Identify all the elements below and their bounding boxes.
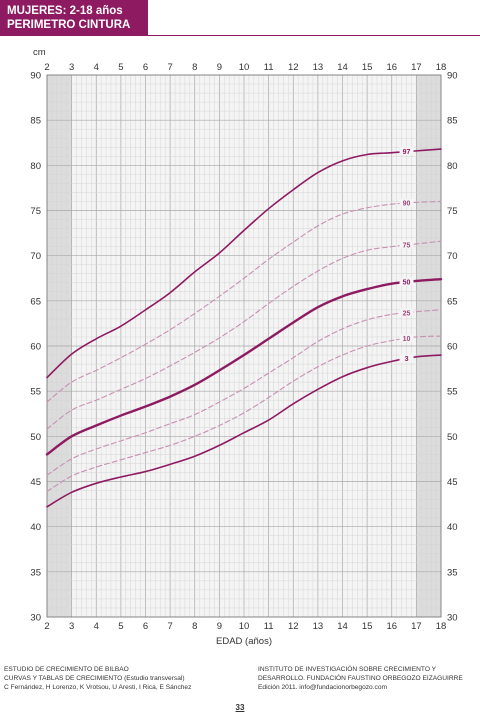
grid bbox=[46, 74, 442, 618]
x-tick-label-bottom: 9 bbox=[217, 621, 222, 632]
y-tick-label-left: 90 bbox=[30, 71, 41, 82]
percentile-line-10 bbox=[46, 335, 442, 492]
x-tick-label-top: 14 bbox=[337, 62, 348, 73]
y-axis-label: cm bbox=[33, 47, 46, 58]
percentile-label-bg-75 bbox=[399, 240, 414, 249]
y-tick-label-left: 50 bbox=[30, 432, 41, 443]
x-tick-label-bottom: 16 bbox=[386, 621, 397, 632]
x-tick-label-top: 17 bbox=[411, 62, 422, 73]
x-tick-label-top: 7 bbox=[167, 62, 172, 73]
percentile-label-bg-97 bbox=[399, 147, 414, 156]
x-axis-label: EDAD (años) bbox=[216, 636, 272, 647]
x-tick-label-top: 9 bbox=[217, 62, 222, 73]
y-tick-label-left: 55 bbox=[30, 387, 41, 398]
title-divider bbox=[148, 35, 480, 36]
y-tick-label-left: 45 bbox=[30, 477, 41, 488]
x-tick-label-bottom: 3 bbox=[69, 621, 74, 632]
page-number: 33 bbox=[235, 703, 245, 712]
x-tick-label-top: 3 bbox=[69, 62, 74, 73]
y-tick-label-right: 90 bbox=[447, 71, 458, 82]
footer-study-title: ESTUDIO DE CRECIMIENTO DE BILBAO bbox=[4, 666, 129, 673]
percentile-line-90 bbox=[46, 200, 442, 403]
x-tick-label-bottom: 5 bbox=[118, 621, 123, 632]
x-tick-label-bottom: 18 bbox=[436, 621, 447, 632]
footer-right: INSTITUTO DE INVESTIGACIÓN SOBRE CRECIMI… bbox=[258, 665, 463, 692]
x-tick-label-bottom: 6 bbox=[143, 621, 148, 632]
footer-left: ESTUDIO DE CRECIMIENTO DE BILBAO CURVAS … bbox=[4, 665, 191, 692]
footer-study-subtitle: CURVAS Y TABLAS DE CRECIMIENTO (Estudio … bbox=[4, 675, 185, 682]
y-tick-label-right: 35 bbox=[447, 567, 458, 578]
percentile-label-3: 3 bbox=[405, 356, 409, 363]
y-tick-label-right: 70 bbox=[447, 251, 458, 262]
x-tick-label-top: 4 bbox=[94, 62, 99, 73]
y-tick-label-right: 80 bbox=[447, 161, 458, 172]
percentile-label-bg-50 bbox=[399, 277, 414, 286]
x-tick-label-top: 13 bbox=[313, 62, 324, 73]
page-title-line2: PERIMETRO CINTURA bbox=[7, 19, 131, 31]
x-tick-label-top: 6 bbox=[143, 62, 148, 73]
percentile-line-97 bbox=[46, 148, 442, 379]
y-tick-label-right: 75 bbox=[447, 206, 458, 217]
plot-frame bbox=[46, 74, 442, 618]
y-tick-label-left: 60 bbox=[30, 342, 41, 353]
percentile-label-97: 97 bbox=[403, 149, 411, 156]
x-tick-label-bottom: 2 bbox=[44, 621, 49, 632]
x-tick-label-bottom: 7 bbox=[167, 621, 172, 632]
x-tick-label-top: 5 bbox=[118, 62, 123, 73]
y-tick-label-right: 45 bbox=[447, 477, 458, 488]
x-tick-label-top: 2 bbox=[44, 62, 49, 73]
page-title-box: MUJERES: 2-18 años PERIMETRO CINTURA bbox=[0, 0, 148, 36]
y-tick-label-left: 70 bbox=[30, 251, 41, 262]
x-tick-label-top: 10 bbox=[239, 62, 250, 73]
y-tick-label-right: 30 bbox=[447, 613, 458, 624]
x-tick-label-top: 11 bbox=[264, 62, 274, 73]
footer-edition: Edición 2011. info@fundacionorbegozo.com bbox=[258, 684, 388, 691]
y-tick-label-right: 65 bbox=[447, 296, 458, 307]
x-tick-label-top: 15 bbox=[362, 62, 373, 73]
y-tick-label-left: 75 bbox=[30, 206, 41, 217]
percentile-label-25: 25 bbox=[403, 310, 411, 317]
footer-institute-line1: INSTITUTO DE INVESTIGACIÓN SOBRE CRECIMI… bbox=[258, 666, 437, 673]
percentile-line-25 bbox=[46, 309, 442, 476]
page-title-line1: MUJERES: 2-18 años bbox=[7, 5, 123, 17]
footer-institute-line2: DESARROLLO. FUNDACIÓN FAUSTINO ORBEGOZO … bbox=[258, 675, 463, 682]
x-tick-label-bottom: 14 bbox=[337, 621, 348, 632]
x-tick-label-bottom: 15 bbox=[362, 621, 373, 632]
x-tick-label-top: 18 bbox=[436, 62, 447, 73]
x-tick-label-bottom: 13 bbox=[313, 621, 324, 632]
x-tick-label-top: 12 bbox=[288, 62, 299, 73]
y-tick-label-left: 35 bbox=[30, 567, 41, 578]
percentile-label-bg-25 bbox=[399, 308, 414, 317]
y-tick-label-left: 85 bbox=[30, 116, 41, 127]
percentile-label-bg-90 bbox=[399, 198, 414, 207]
y-tick-label-left: 30 bbox=[30, 613, 41, 624]
x-tick-label-bottom: 10 bbox=[239, 621, 250, 632]
y-tick-label-left: 80 bbox=[30, 161, 41, 172]
x-tick-label-bottom: 4 bbox=[94, 621, 99, 632]
y-tick-label-right: 55 bbox=[447, 387, 458, 398]
x-tick-label-bottom: 17 bbox=[411, 621, 422, 632]
percentile-line-3 bbox=[46, 354, 442, 508]
footer-authors: C Fernández, H Lorenzo, K Vrotsou, U Are… bbox=[4, 684, 192, 691]
y-tick-label-left: 65 bbox=[30, 296, 41, 307]
percentile-line-50 bbox=[45, 277, 443, 456]
y-tick-label-right: 40 bbox=[447, 522, 458, 533]
y-tick-label-right: 85 bbox=[447, 116, 458, 127]
percentile-label-bg-3 bbox=[399, 354, 414, 363]
percentile-label-90: 90 bbox=[403, 201, 411, 208]
x-tick-label-bottom: 8 bbox=[192, 621, 197, 632]
percentile-label-50: 50 bbox=[403, 280, 411, 287]
percentile-label-75: 75 bbox=[403, 243, 411, 250]
x-tick-label-top: 16 bbox=[386, 62, 397, 73]
x-tick-label-bottom: 11 bbox=[264, 621, 274, 632]
x-tick-label-top: 8 bbox=[192, 62, 197, 73]
y-tick-label-right: 50 bbox=[447, 432, 458, 443]
x-tick-label-bottom: 12 bbox=[288, 621, 299, 632]
percentile-line-75 bbox=[46, 240, 442, 430]
percentile-label-10: 10 bbox=[403, 336, 411, 343]
percentile-label-bg-10 bbox=[399, 333, 414, 342]
growth-chart: 2233445566778899101011111212131314141515… bbox=[30, 47, 458, 647]
y-tick-label-left: 40 bbox=[30, 522, 41, 533]
y-tick-label-right: 60 bbox=[447, 342, 458, 353]
